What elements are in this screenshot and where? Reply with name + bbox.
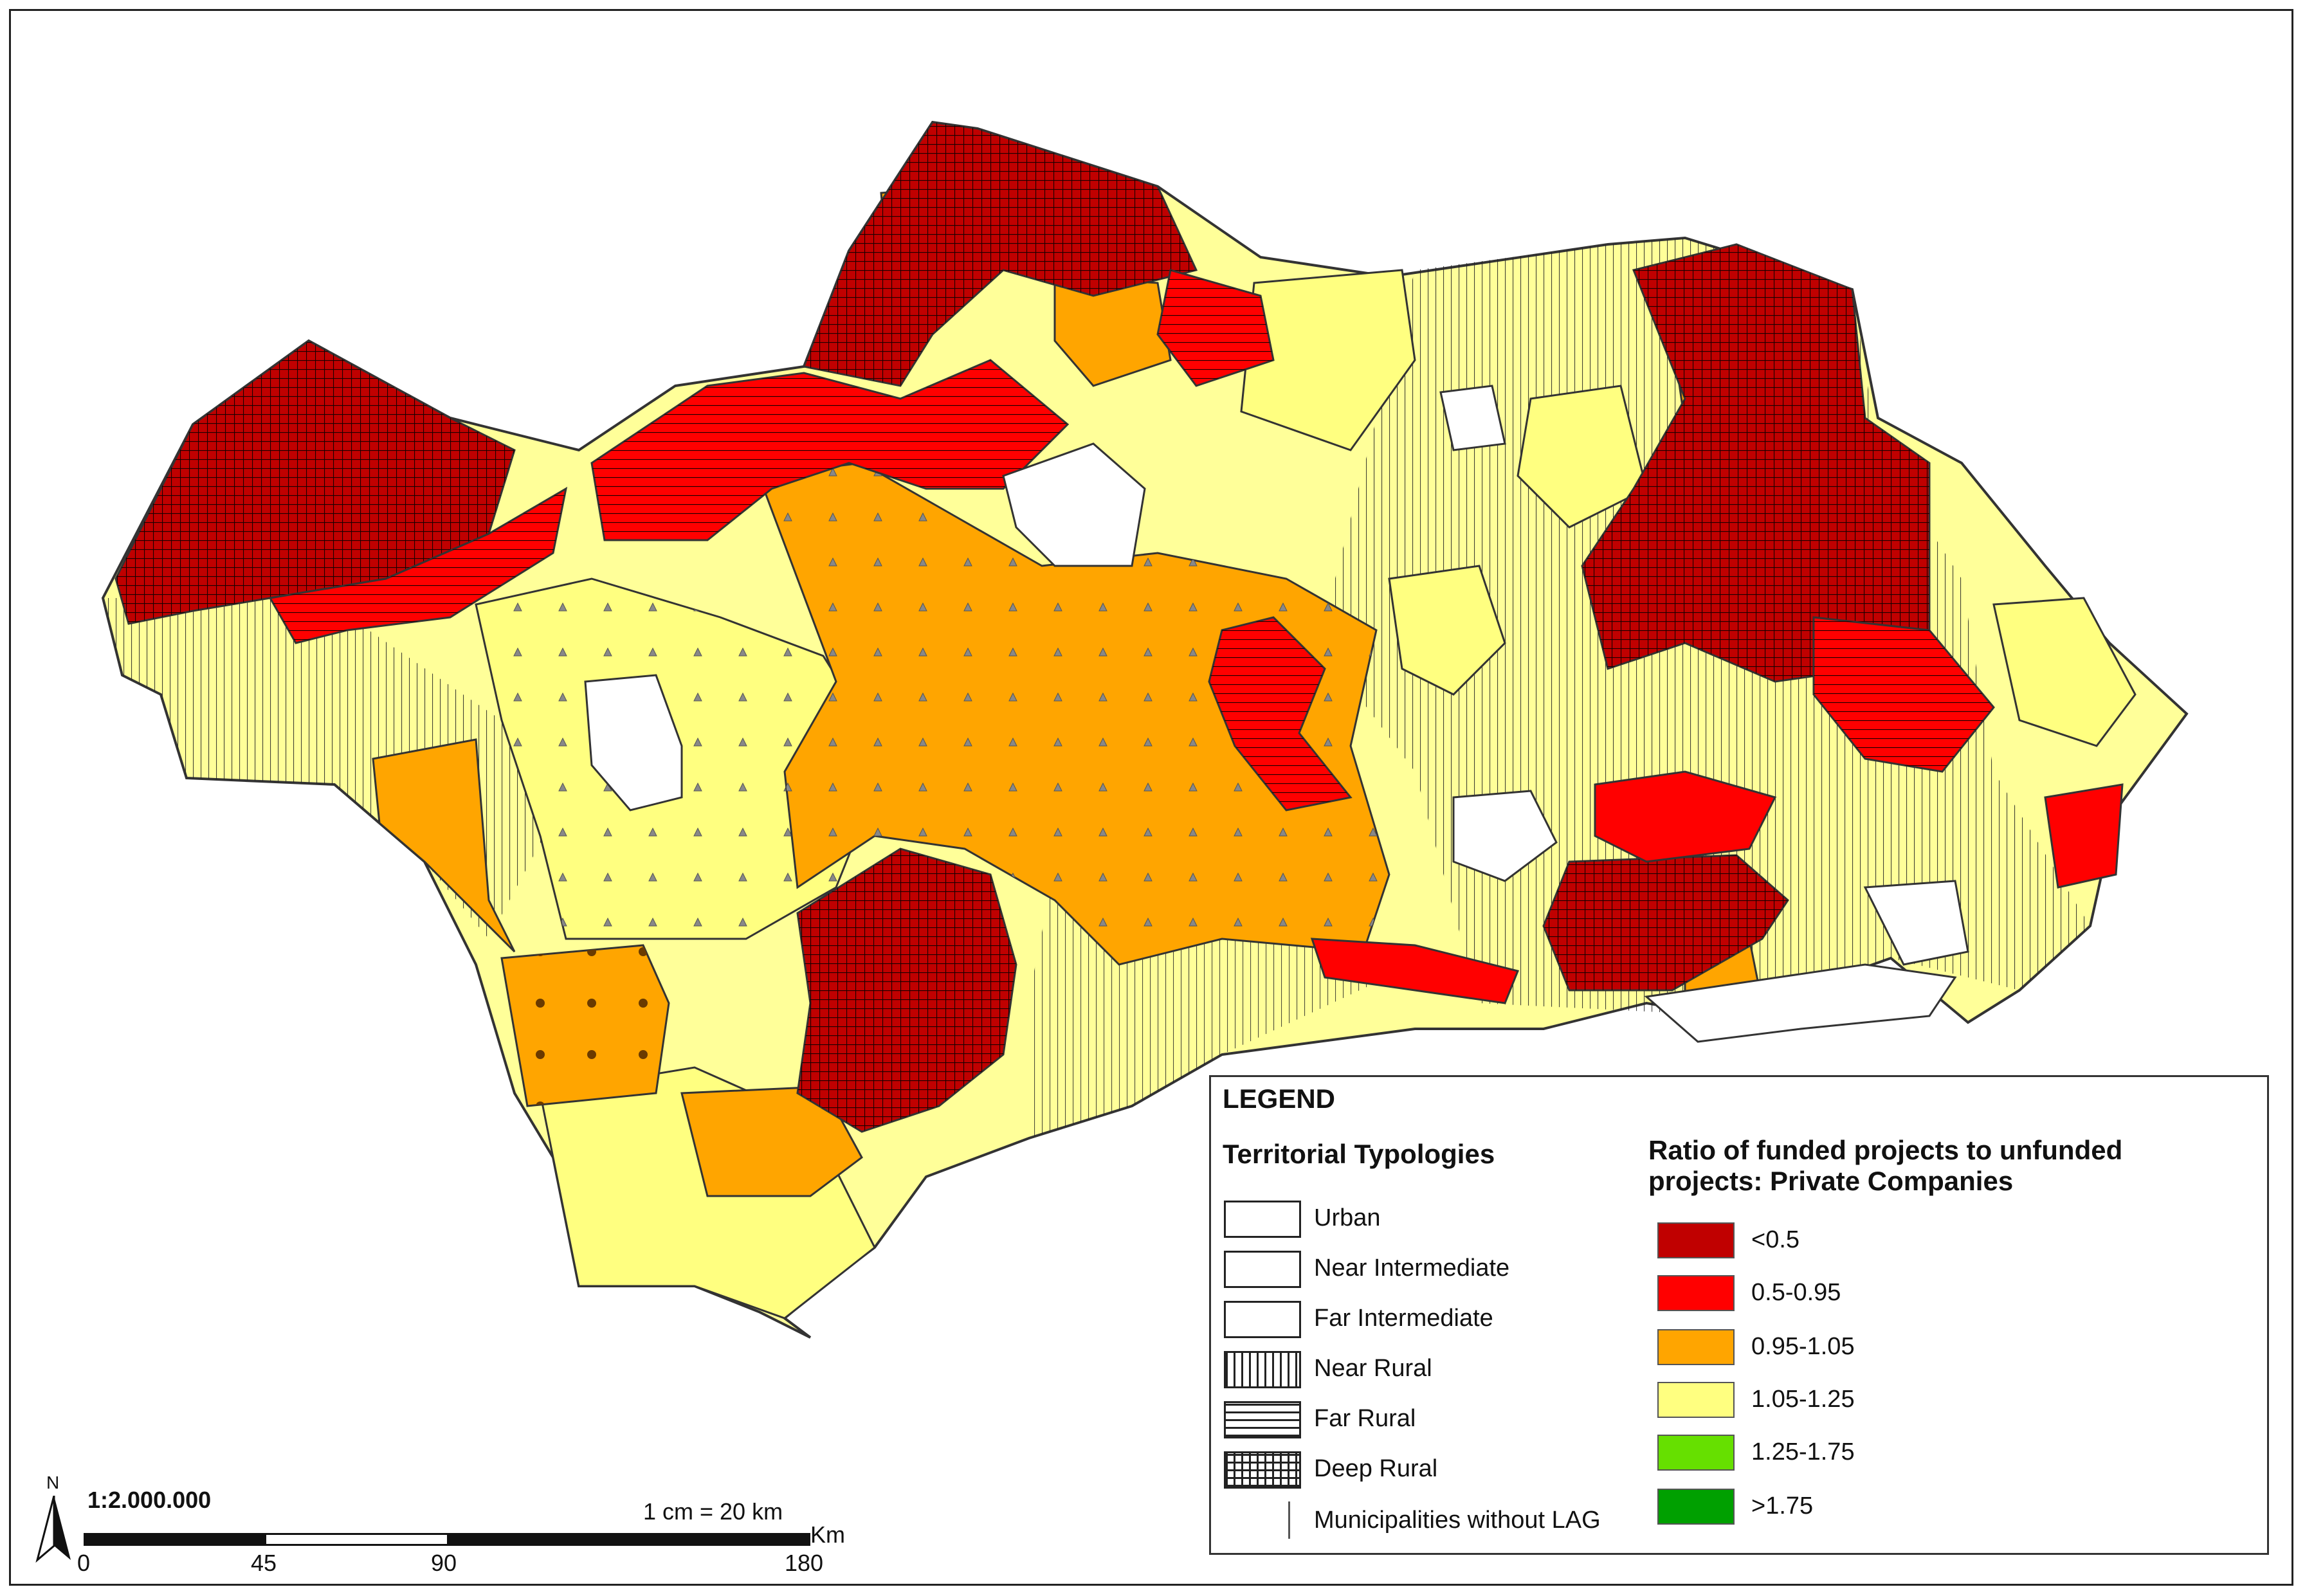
typology-label-far-intermediate: Far Intermediate	[1314, 1305, 1493, 1332]
zone-orange-west-coast	[372, 738, 516, 953]
map-frame	[9, 9, 2293, 1586]
zone-no-lag-cordoba	[1002, 442, 1146, 567]
scale-tick-180: 180	[785, 1550, 824, 1576]
zone-darkred-southeast-grid	[1544, 855, 1788, 990]
class-swatch-0-95-1-05	[1657, 1329, 1735, 1365]
zone-red-west-h	[270, 489, 566, 643]
typology-label-near-intermediate: Near Intermediate	[1314, 1255, 1510, 1282]
north-arrow-icon	[35, 1496, 71, 1563]
scale-tick-45: 45	[251, 1550, 277, 1576]
class-label-1-05-1-25: 1.05-1.25	[1751, 1386, 1855, 1413]
urban-symbol	[1224, 1201, 1301, 1238]
deep-rural-symbol	[1224, 1451, 1301, 1489]
zone-red-far-east	[2044, 783, 2124, 889]
class-swatch-gt-1-75	[1657, 1489, 1735, 1525]
class-swatch-lt-0-5	[1657, 1222, 1735, 1258]
zone-red-central-h	[1209, 617, 1351, 810]
zone-no-lag-jaen	[1439, 385, 1506, 451]
zone-yellow-north-central	[1240, 269, 1416, 451]
scale-conversion: 1 cm = 20 km	[643, 1498, 783, 1525]
legend-title: LEGEND	[1223, 1084, 1336, 1114]
zone-darkred-south-grid	[797, 849, 1016, 1132]
class-label-0-95-1-05: 0.95-1.05	[1751, 1333, 1855, 1360]
zone-darkred-north-grid	[804, 122, 1196, 386]
zone-no-lag-granada	[1452, 790, 1558, 882]
near-rural-symbol	[1224, 1351, 1301, 1388]
no-lag-symbol	[1288, 1501, 1290, 1539]
typology-label-urban: Urban	[1314, 1204, 1381, 1231]
ratio-title-line1: Ratio of funded projects to unfunded	[1648, 1135, 2123, 1165]
typology-label-near-rural: Near Rural	[1314, 1355, 1432, 1382]
near-intermediate-symbol	[1224, 1251, 1301, 1288]
zone-red-east	[1594, 770, 1777, 863]
scale-tick-90: 90	[431, 1550, 457, 1576]
zone-yellow-ne	[1517, 385, 1648, 529]
scale-ratio: 1:2.000.000	[87, 1487, 212, 1513]
typology-label-far-rural: Far Rural	[1314, 1405, 1416, 1432]
class-label-1-25-1-75: 1.25-1.75	[1751, 1438, 1855, 1465]
class-swatch-1-25-1-75	[1657, 1435, 1735, 1471]
ratio-title-line2: projects: Private Companies	[1648, 1166, 2014, 1196]
zone-red-north-h	[592, 360, 1068, 540]
zone-no-lag-seville	[584, 674, 683, 812]
north-label: N	[46, 1473, 60, 1492]
scale-tick-0: 0	[77, 1550, 91, 1576]
zone-darkred-nw-grid	[116, 341, 515, 624]
typologies-title: Territorial Typologies	[1223, 1139, 1495, 1169]
zone-red-north2-h	[1158, 270, 1273, 386]
zone-yellow-central-east	[1388, 565, 1506, 696]
class-label-gt-1-75: >1.75	[1751, 1492, 1814, 1519]
class-label-0-5-0-95: 0.5-0.95	[1751, 1279, 1841, 1306]
class-swatch-0-5-0-95	[1657, 1275, 1735, 1311]
zone-orange-dotted-sw-dots	[502, 945, 669, 1106]
zone-no-lag-almeria	[1863, 880, 1969, 966]
scale-unit: Km	[810, 1521, 845, 1548]
far-rural-symbol	[1224, 1401, 1301, 1438]
typology-label-no-lag: Municipalities without LAG	[1314, 1507, 1601, 1534]
class-swatch-1-05-1-25	[1657, 1382, 1735, 1418]
scale-bar	[84, 1533, 810, 1546]
zone-no-lag-coast	[1644, 963, 1957, 1043]
zone-darkred-east-grid	[1582, 244, 1929, 682]
typology-label-deep-rural: Deep Rural	[1314, 1455, 1438, 1482]
legend-box: LEGEND Territorial Typologies Ratio of f…	[1209, 1075, 2269, 1555]
class-label-lt-0-5: <0.5	[1751, 1226, 1800, 1253]
zone-yellow-east	[1992, 597, 2136, 747]
scale-bar-area: N 1:2.000.000 1 cm = 20 km Km 0 45 90 18…	[26, 1460, 862, 1588]
zone-red-east2-h	[1814, 617, 1994, 772]
zone-red-southcoast	[1310, 938, 1520, 1004]
far-intermediate-symbol	[1224, 1301, 1301, 1338]
zone-orange-central-tri	[759, 463, 1389, 965]
